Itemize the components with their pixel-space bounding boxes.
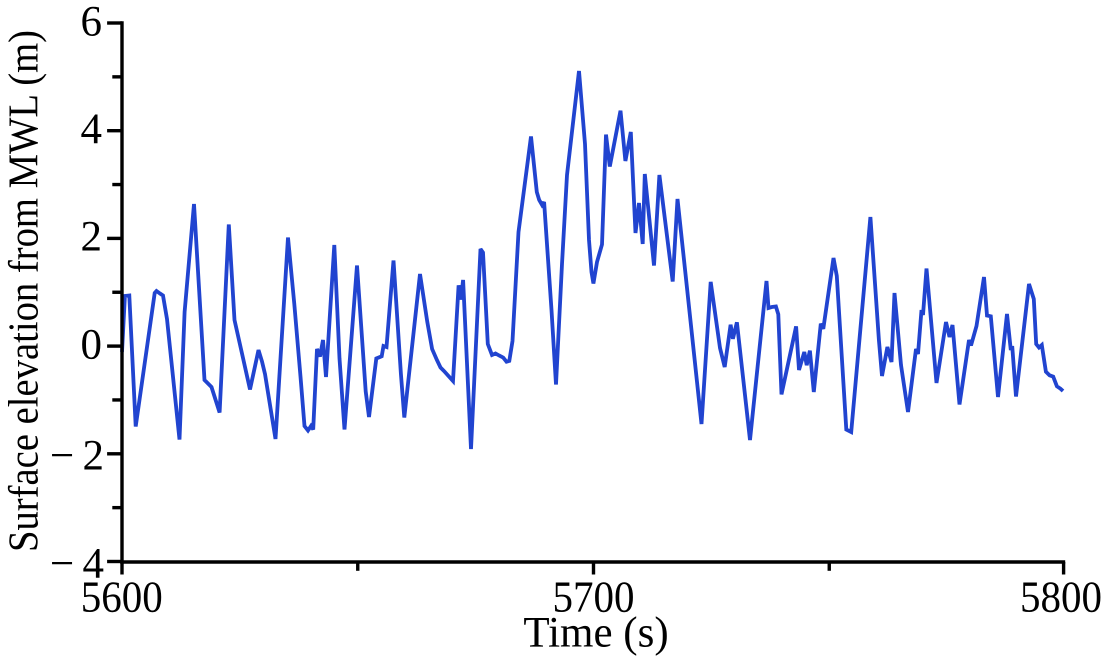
svg-text:4: 4 [81,106,103,153]
svg-text:2: 2 [81,214,103,261]
svg-text:5700: 5700 [553,572,635,622]
svg-text:Surface elevation from MWL (m): Surface elevation from MWL (m) [2,30,48,552]
svg-text:− 2: − 2 [50,433,104,480]
svg-text:5600: 5600 [81,572,163,622]
svg-text:0: 0 [81,321,103,368]
svg-text:Time (s): Time (s) [523,610,668,657]
svg-text:6: 6 [81,0,103,45]
svg-text:5800: 5800 [1020,572,1102,622]
svg-text:− 4: − 4 [50,540,104,587]
